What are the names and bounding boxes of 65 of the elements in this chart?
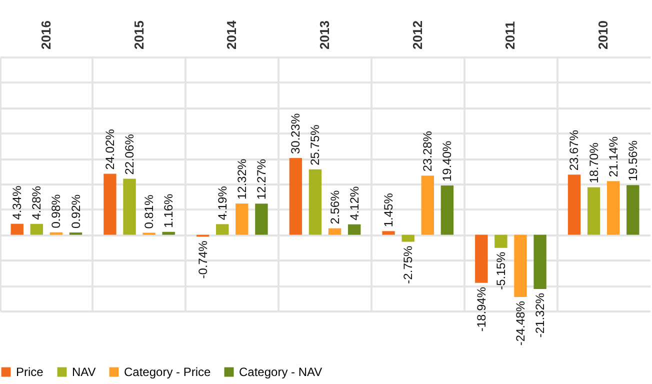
- bar: [308, 169, 322, 235]
- bar: [123, 178, 136, 235]
- x-tick-label: 2014: [224, 20, 240, 50]
- bar: [494, 234, 508, 248]
- bar: [328, 228, 342, 235]
- data-label: 24.02%: [102, 128, 117, 170]
- data-label: 12.32%: [234, 158, 249, 200]
- bar: [216, 224, 229, 235]
- data-label: 25.75%: [308, 124, 322, 166]
- bar: [534, 234, 546, 289]
- data-label: 19.40%: [440, 140, 454, 182]
- data-label: 21.14%: [606, 136, 620, 178]
- bar: [10, 224, 24, 235]
- legend-label: Category - Price: [124, 365, 212, 379]
- data-label: 19.56%: [626, 140, 640, 182]
- bar: [30, 224, 44, 235]
- data-label: 1.45%: [382, 192, 396, 228]
- data-label: 12.27%: [254, 158, 268, 200]
- bar: [587, 187, 600, 235]
- bar: [255, 204, 268, 235]
- data-label: 22.06%: [122, 134, 137, 175]
- x-tick-label: 2013: [317, 20, 332, 50]
- legend-label: NAV: [72, 365, 96, 379]
- bar: [440, 186, 454, 235]
- x-tick-label: 2011: [502, 21, 518, 50]
- bar: [475, 234, 488, 283]
- x-tick-label: 2012: [410, 20, 425, 50]
- data-label: 0.92%: [68, 194, 83, 228]
- bar: [162, 232, 175, 235]
- data-label: -21.32%: [533, 292, 548, 338]
- bar: [514, 234, 527, 297]
- bar: [626, 185, 640, 235]
- data-label: -18.94%: [474, 286, 488, 332]
- data-label: 4.19%: [215, 186, 230, 220]
- bar: [348, 224, 361, 235]
- data-label: -2.75%: [401, 245, 416, 284]
- data-label: 2.56%: [328, 190, 342, 224]
- data-label: 0.98%: [49, 194, 64, 228]
- data-label: 4.34%: [10, 185, 24, 220]
- legend-label: Price: [16, 365, 44, 379]
- bar: [236, 204, 248, 235]
- bar: [50, 232, 63, 235]
- data-label: -5.15%: [494, 252, 508, 290]
- data-label: 4.12%: [347, 186, 362, 220]
- bar: [568, 174, 581, 235]
- data-label: -0.74%: [196, 240, 210, 279]
- legend-label: Category - NAV: [239, 365, 322, 379]
- data-label: 23.28%: [420, 130, 435, 172]
- data-label: 4.28%: [30, 186, 44, 220]
- bar: [104, 174, 116, 235]
- bar: [421, 176, 434, 235]
- data-label: 30.23%: [288, 112, 303, 154]
- data-label: 23.67%: [567, 130, 582, 171]
- x-tick-label: 2015: [131, 20, 146, 50]
- bar: [382, 231, 395, 235]
- bar: [289, 158, 302, 235]
- x-tick-label: 2010: [596, 20, 611, 50]
- bar: [606, 181, 620, 235]
- data-label: -24.48%: [513, 300, 528, 346]
- data-label: 18.70%: [586, 142, 601, 184]
- x-tick-label: 2016: [38, 20, 54, 50]
- data-label: 0.81%: [142, 194, 156, 229]
- bar: [402, 234, 414, 242]
- bar: [69, 232, 82, 235]
- data-label: 1.16%: [162, 194, 176, 228]
